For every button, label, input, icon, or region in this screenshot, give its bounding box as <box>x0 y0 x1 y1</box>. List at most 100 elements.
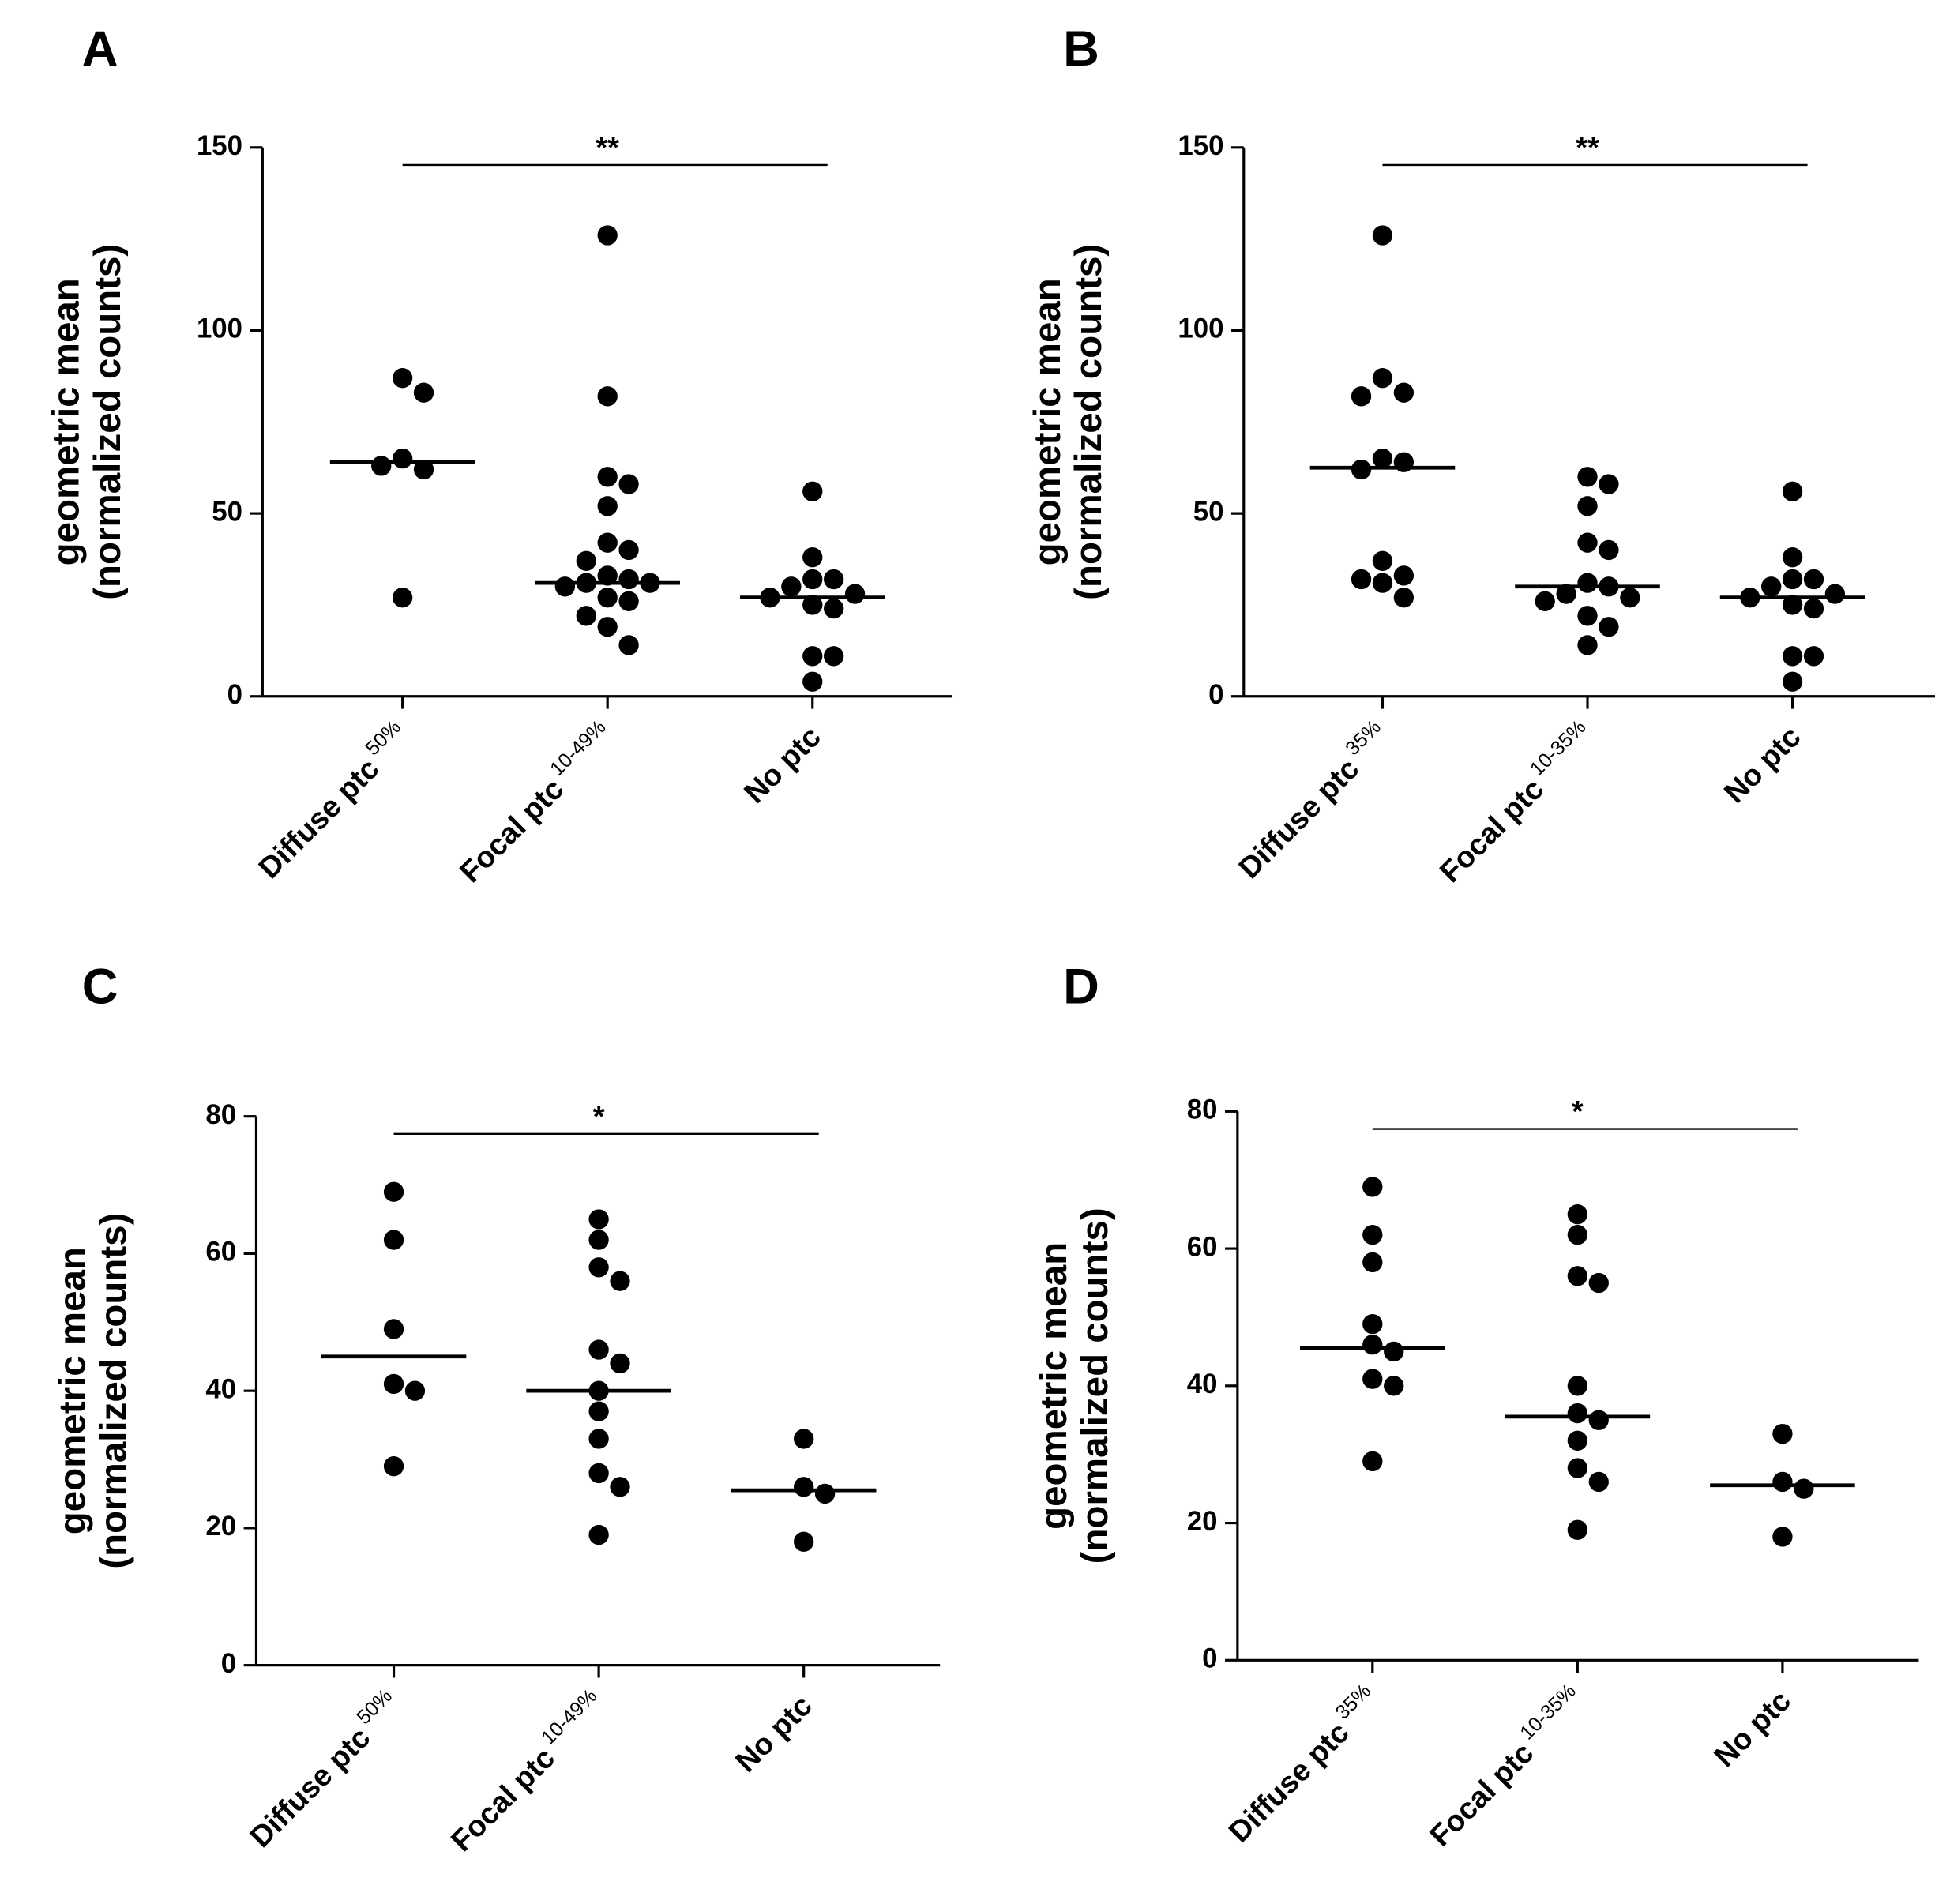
data-point <box>597 467 618 487</box>
data-point <box>618 591 639 611</box>
data-point <box>1599 617 1619 637</box>
x-tick-label: Focal ptc10-49% <box>441 1684 614 1857</box>
data-point <box>1567 1266 1588 1286</box>
data-point <box>1393 565 1415 586</box>
data-point <box>1362 1225 1383 1245</box>
y-tick-label: 20 <box>1187 1506 1218 1537</box>
x-tick-label: Diffuse ptc35% <box>1218 1680 1387 1849</box>
panel-label: B <box>1063 21 1099 77</box>
data-point <box>1577 496 1598 516</box>
data-point <box>1384 1341 1404 1362</box>
significance-label: * <box>593 1100 605 1133</box>
data-point <box>1772 1527 1793 1547</box>
data-point <box>1794 1478 1814 1499</box>
data-point <box>1761 576 1782 597</box>
data-point <box>1393 588 1415 608</box>
data-point <box>1393 382 1415 403</box>
data-point <box>1588 1471 1609 1493</box>
y-tick-label: 80 <box>1187 1095 1218 1125</box>
y-tick-label: 0 <box>227 679 242 710</box>
data-point <box>1577 635 1598 655</box>
category-superscript: 10-35% <box>1526 716 1590 781</box>
data-point <box>1772 1471 1793 1493</box>
data-point <box>413 382 434 403</box>
data-point <box>1588 1272 1609 1294</box>
data-point <box>1567 1403 1588 1424</box>
category-superscript: 10-49% <box>537 1684 601 1749</box>
category-superscript: 50% <box>361 716 405 760</box>
data-point <box>1351 386 1372 407</box>
data-point <box>618 474 639 494</box>
data-point <box>1372 225 1393 246</box>
data-point <box>1577 573 1598 593</box>
y-tick-label: 50 <box>1193 496 1224 527</box>
x-tick-label: No ptc <box>738 720 828 809</box>
data-point <box>588 1209 609 1230</box>
y-tick-label: 40 <box>1187 1369 1218 1399</box>
panel-label: C <box>82 959 118 1014</box>
data-point <box>618 569 639 590</box>
data-point <box>392 588 413 608</box>
data-point <box>1567 1458 1588 1478</box>
significance-label: * <box>1572 1095 1584 1129</box>
x-tick-label: Diffuse ptc50% <box>239 1684 408 1853</box>
data-point <box>597 588 618 608</box>
y-axis-label: (normalized counts) <box>1074 1207 1116 1564</box>
data-point <box>802 646 823 667</box>
y-axis-label: geometric mean <box>1027 278 1069 565</box>
y-tick-label: 40 <box>205 1373 236 1404</box>
data-point <box>1599 474 1619 494</box>
data-point <box>802 671 823 692</box>
data-point <box>588 1401 609 1421</box>
data-point <box>588 1257 609 1278</box>
category-superscript: 10-35% <box>1516 1680 1580 1744</box>
data-point <box>1556 584 1576 604</box>
data-point <box>576 550 596 572</box>
data-point <box>597 496 618 516</box>
data-point <box>392 448 413 469</box>
category-superscript: 10-49% <box>546 716 610 781</box>
panel-label: A <box>82 21 118 77</box>
x-tick-label: Focal ptc10-35% <box>1419 1680 1592 1853</box>
data-point <box>588 1524 609 1545</box>
x-tick-label: Focal ptc10-49% <box>449 716 622 889</box>
data-point <box>794 1531 814 1552</box>
data-point <box>844 584 866 604</box>
data-point <box>610 1477 630 1497</box>
category-name: Focal ptc <box>445 1741 562 1858</box>
data-point <box>1372 573 1393 593</box>
data-point <box>1362 1252 1383 1273</box>
data-point <box>1782 569 1803 590</box>
data-point <box>1824 584 1846 604</box>
category-superscript: 35% <box>1341 716 1385 760</box>
data-point <box>823 598 844 619</box>
category-name: Diffuse ptc <box>244 1721 377 1853</box>
significance-label: ** <box>596 131 619 164</box>
x-tick-label: Diffuse ptc35% <box>1228 716 1397 885</box>
data-point <box>781 576 802 597</box>
data-point <box>1362 1369 1383 1389</box>
data-point <box>597 532 618 553</box>
category-name: Diffuse ptc <box>253 753 385 885</box>
category-superscript: 35% <box>1332 1680 1376 1724</box>
data-point <box>1362 1313 1383 1335</box>
data-point <box>1772 1423 1793 1444</box>
data-point <box>1782 547 1803 568</box>
y-tick-label: 60 <box>205 1237 236 1267</box>
data-point <box>383 1319 404 1339</box>
data-point <box>1803 598 1824 619</box>
data-point <box>802 547 823 568</box>
data-point <box>597 617 618 637</box>
data-point <box>1567 1204 1588 1225</box>
data-point <box>413 459 434 480</box>
data-point <box>1567 1225 1588 1245</box>
category-name: No ptc <box>729 1689 818 1778</box>
data-point <box>1362 1335 1383 1355</box>
y-tick-label: 0 <box>1202 1643 1217 1674</box>
data-point <box>392 368 413 389</box>
category-superscript: 50% <box>352 1684 396 1729</box>
y-tick-label: 50 <box>212 496 242 527</box>
panel-label: D <box>1063 959 1099 1014</box>
data-point <box>794 1429 814 1449</box>
